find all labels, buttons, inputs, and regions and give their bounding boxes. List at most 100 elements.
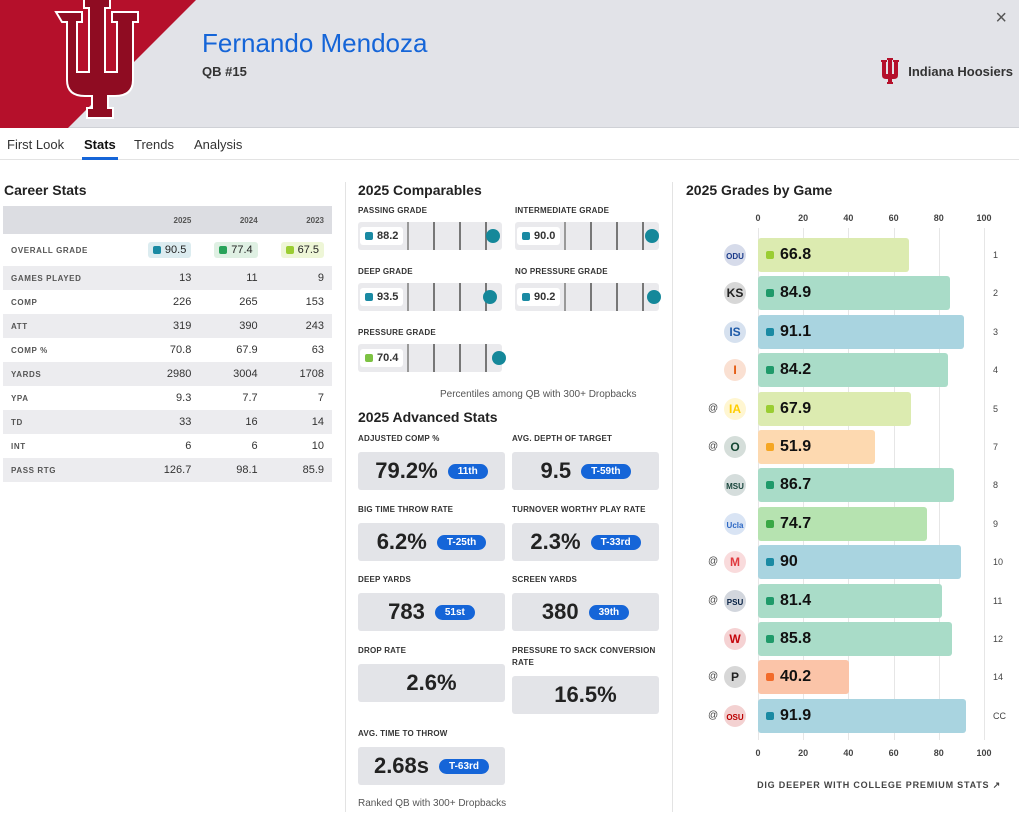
grade-color-icon	[766, 481, 774, 490]
grade-bar[interactable]: 84.9	[758, 276, 950, 311]
grade-color-icon	[766, 327, 774, 336]
svg-text:IA: IA	[729, 402, 741, 416]
svg-text:IS: IS	[729, 325, 740, 339]
advanced-note: Ranked QB with 300+ Dropbacks	[358, 798, 507, 809]
column-divider	[672, 182, 673, 812]
axis-tick-label: 20	[798, 748, 809, 758]
comparable-value-pill: 90.2	[517, 288, 561, 306]
comparable-percentile-bar: 93.5	[358, 283, 511, 311]
percentile-marker	[645, 229, 660, 243]
grade-bar-label: 91.9	[758, 707, 811, 725]
opponent-logo-icon: M	[722, 549, 748, 575]
advanced-stat-label: DROP RATE	[358, 646, 407, 655]
table-row: YARDS 2980 3004 1708	[3, 362, 332, 386]
grade-bar[interactable]: 81.4	[758, 583, 942, 618]
table-row: COMP % 70.8 67.9 63	[3, 338, 332, 362]
axis-tick-label: 80	[933, 213, 944, 223]
grade-color-icon	[766, 596, 774, 605]
grade-value: 66.8	[780, 246, 812, 263]
comparable-value-pill: 88.2	[360, 227, 404, 245]
stat-value: 6	[185, 440, 192, 452]
grade-value: 81.4	[780, 591, 812, 609]
tab-first-look[interactable]: First Look	[7, 137, 65, 152]
active-tab-indicator	[82, 157, 118, 160]
tab-stats[interactable]: Stats	[84, 137, 116, 152]
grade-bar[interactable]: 66.8	[758, 238, 909, 272]
close-icon[interactable]: ×	[995, 7, 1007, 29]
opponent-logo-icon: OSU	[722, 703, 748, 729]
comparables-note: Percentiles among QB with 300+ Dropbacks	[440, 389, 637, 400]
grade-bar[interactable]: 74.7	[758, 506, 927, 541]
tab-analysis[interactable]: Analysis	[194, 137, 243, 152]
grade-bar[interactable]: 91.9	[758, 698, 966, 733]
comparable-percentile-bar: 70.4	[358, 344, 511, 372]
grade-pill: 67.5	[280, 242, 324, 258]
stat-value: 16	[199, 410, 266, 434]
stat-value: 153	[305, 296, 324, 308]
axis-tick-label: 0	[755, 213, 761, 223]
grade-value: 91.1	[780, 322, 812, 340]
stat-value: 243	[265, 314, 332, 338]
grade-bar[interactable]: 86.7	[758, 468, 954, 503]
grade-color-icon	[365, 232, 373, 240]
team-badge[interactable]: Indiana Hoosiers	[878, 58, 1013, 84]
stat-value: 9.3	[176, 392, 192, 404]
gridline	[984, 228, 985, 740]
grade-color-icon	[766, 404, 774, 413]
table-row: GAMES PLAYED 13 11 9	[3, 266, 332, 290]
year-header: 2025	[133, 206, 200, 234]
svg-text:P: P	[731, 670, 739, 684]
grade-bar[interactable]: 91.1	[758, 314, 964, 349]
grade-bar-label: 84.2	[758, 361, 811, 379]
advanced-stat-box: 9.5 T-59th	[512, 452, 659, 490]
row-label: GAMES PLAYED	[3, 266, 133, 290]
advanced-stat-box: 16.5%	[512, 676, 659, 714]
comparable-value: 90.2	[534, 291, 556, 303]
axis-tick-label: 80	[933, 748, 944, 758]
advanced-stats-title: 2025 Advanced Stats	[358, 409, 498, 425]
grade-value: 74.7	[780, 514, 812, 532]
grade-color-icon	[365, 293, 373, 301]
rank-badge: 39th	[588, 604, 630, 620]
grade-bar[interactable]: 84.2	[758, 353, 949, 388]
advanced-stat-value: 783	[388, 599, 425, 624]
comparable-percentile-bar: 88.2	[358, 222, 511, 250]
comparable-label: DEEP GRADE	[358, 267, 413, 276]
grade-color-icon	[522, 232, 530, 240]
game-week-label: 2	[993, 288, 999, 299]
grade-color-icon	[766, 251, 774, 259]
game-week-label: CC	[993, 710, 1006, 721]
grade-bar[interactable]: 40.2	[758, 660, 849, 695]
advanced-stat-box: 2.6%	[358, 664, 505, 702]
grade-bar[interactable]: 85.8	[758, 622, 952, 656]
grade-bar[interactable]: 67.9	[758, 391, 912, 426]
grades-by-game-title: 2025 Grades by Game	[686, 182, 833, 198]
grade-color-icon	[766, 673, 774, 682]
game-week-label: 8	[993, 480, 999, 491]
opponent-logo-icon: KS	[722, 280, 748, 306]
player-header: Fernando Mendoza QB #15 Indiana Hoosiers…	[0, 0, 1019, 128]
table-row: INT 6 6 10	[3, 434, 332, 458]
advanced-stat-value: 6.2%	[376, 529, 427, 554]
grade-bar[interactable]: 90	[758, 545, 962, 580]
comparable-value: 88.2	[377, 230, 399, 242]
tab-trends[interactable]: Trends	[134, 137, 174, 152]
stat-value: 70.8	[169, 344, 192, 356]
advanced-stat-value: 380	[541, 599, 579, 624]
premium-stats-link[interactable]: DIG DEEPER WITH COLLEGE PREMIUM STATS ↗	[757, 780, 1001, 790]
grade-cell: 90.5	[133, 234, 199, 266]
stat-value: 14	[265, 410, 332, 434]
svg-text:M: M	[730, 555, 740, 569]
grade-color-icon	[766, 711, 774, 720]
percentile-marker	[482, 290, 497, 304]
row-label: OVERALL GRADE	[11, 245, 88, 255]
game-week-label: 5	[993, 403, 999, 414]
row-label: YARDS	[3, 362, 133, 386]
grade-color-icon	[766, 443, 774, 451]
advanced-stat-value: 9.5	[540, 458, 572, 483]
grade-bar[interactable]: 51.9	[758, 430, 876, 464]
grade-value: 86.7	[780, 476, 812, 494]
table-row: OVERALL GRADE 90.5 77.4 67.5	[3, 234, 332, 266]
stat-value: 390	[199, 314, 266, 338]
